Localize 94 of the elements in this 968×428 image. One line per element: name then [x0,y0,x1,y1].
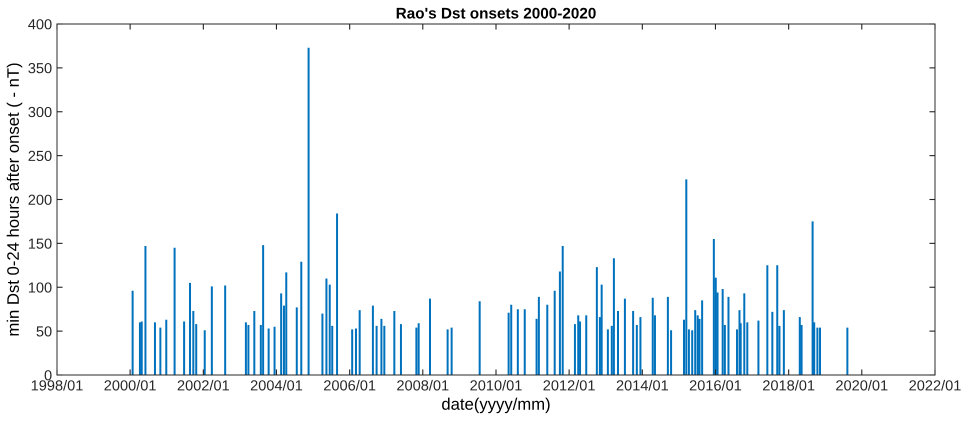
bar [300,262,302,375]
y-tick-label: 50 [36,326,52,337]
bar [757,320,760,375]
bar [296,307,298,375]
bar [846,328,848,375]
y-tick-label: 200 [28,194,52,205]
bar [446,329,449,375]
bar [600,284,603,375]
x-tick-label: 2012/01 [543,380,595,391]
bar [244,322,247,375]
bar [247,324,250,375]
y-tick-label: 150 [28,238,52,249]
bar [174,248,176,375]
bar [546,304,548,375]
bar [393,310,396,375]
bar [144,246,146,375]
y-tick-label: 0 [44,370,52,380]
bar [554,290,556,375]
bar [596,267,598,375]
bar [510,304,512,375]
bar [652,298,654,375]
y-tick-label: 250 [28,150,52,162]
bar [612,258,615,375]
bar [776,265,778,375]
x-tick-label: 2022/01 [909,380,961,391]
y-tick-label: 350 [28,62,52,74]
bar [132,290,134,375]
bar [358,310,361,375]
x-tick-label: 2020/01 [836,380,888,391]
bar [189,282,192,375]
bar [666,296,669,375]
x-tick-label: 1998/01 [32,380,83,391]
x-tick-label: 2006/01 [324,380,376,391]
y-tick-label: 400 [28,19,52,30]
bar [351,329,354,375]
bar [616,310,619,375]
bar [321,314,324,375]
bar [701,300,704,375]
bar [766,265,768,375]
bar [606,329,609,375]
y-axis-title: min Dst 0-24 hours after onset ( - nT) [6,63,22,336]
bar [204,330,206,375]
bar [577,315,580,375]
bar [183,321,186,375]
bar [154,322,156,375]
bar [585,315,588,375]
bar [694,310,696,375]
bar [450,328,453,375]
bar [632,310,634,375]
bar [253,310,256,375]
bar [685,179,688,375]
x-tick-label: 2010/01 [470,380,522,391]
bar [722,289,724,375]
bar [782,310,785,375]
bar [336,214,338,375]
x-tick-label: 2008/01 [397,380,448,391]
x-axis-title: date(yyyy/mm) [442,398,550,414]
bar [262,245,264,375]
bar [325,278,328,375]
bar [428,298,431,375]
bar [372,306,374,375]
bar [165,320,168,375]
bar [280,293,282,375]
bar [380,318,382,375]
bar [268,328,270,375]
bar [210,286,213,375]
bar [727,296,730,375]
x-tick-label: 2016/01 [690,380,742,391]
x-tick-label: 2004/01 [250,380,302,391]
bar [159,328,162,375]
bar [274,326,276,375]
y-tick-label: 300 [28,106,52,118]
bar [524,309,526,375]
bar [224,285,226,375]
y-tick-label: 100 [28,282,52,293]
chart-title: Rao's Dst onsets 2000-2020 [396,8,596,19]
bar [308,48,310,375]
x-tick-label: 2000/01 [104,380,156,391]
bar [478,301,481,375]
bar [812,221,814,375]
x-tick-label: 2018/01 [763,380,814,391]
bar [771,312,774,375]
bar [624,298,626,375]
bar [400,324,402,375]
bar [538,296,540,375]
bar [418,323,420,375]
bar [562,246,564,375]
x-tick-label: 2014/01 [616,380,668,391]
bar [639,317,642,375]
bar [285,272,288,375]
bar [819,328,822,375]
bar [743,293,746,375]
bar [516,309,519,375]
x-tick-label: 2002/01 [178,380,229,391]
